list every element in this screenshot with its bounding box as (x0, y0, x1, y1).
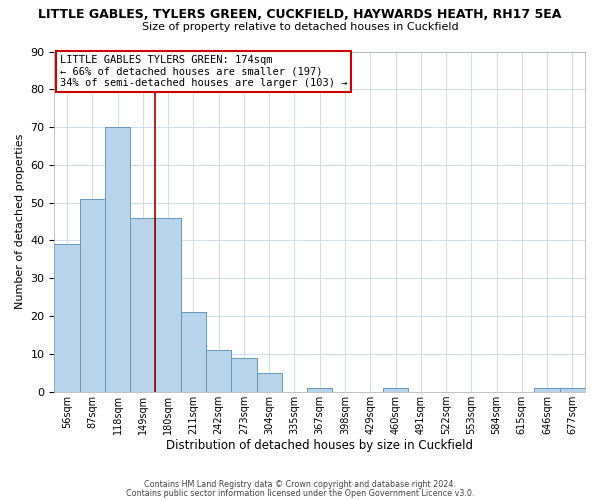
Text: Size of property relative to detached houses in Cuckfield: Size of property relative to detached ho… (142, 22, 458, 32)
Text: LITTLE GABLES, TYLERS GREEN, CUCKFIELD, HAYWARDS HEATH, RH17 5EA: LITTLE GABLES, TYLERS GREEN, CUCKFIELD, … (38, 8, 562, 20)
Bar (130, 218, 155, 392)
Bar (80, 199, 105, 392)
Bar (383, 388, 408, 392)
Bar (105, 127, 130, 392)
Bar (55, 244, 80, 392)
Y-axis label: Number of detached properties: Number of detached properties (15, 134, 25, 310)
Bar (560, 388, 585, 392)
Text: Contains HM Land Registry data © Crown copyright and database right 2024.: Contains HM Land Registry data © Crown c… (144, 480, 456, 489)
Bar (206, 350, 231, 392)
X-axis label: Distribution of detached houses by size in Cuckfield: Distribution of detached houses by size … (166, 440, 473, 452)
Text: LITTLE GABLES TYLERS GREEN: 174sqm
← 66% of detached houses are smaller (197)
34: LITTLE GABLES TYLERS GREEN: 174sqm ← 66%… (60, 55, 347, 88)
Bar (307, 388, 332, 392)
Bar (535, 388, 560, 392)
Bar (155, 218, 181, 392)
Bar (257, 373, 282, 392)
Bar (181, 312, 206, 392)
Text: Contains public sector information licensed under the Open Government Licence v3: Contains public sector information licen… (126, 488, 474, 498)
Bar (231, 358, 257, 392)
